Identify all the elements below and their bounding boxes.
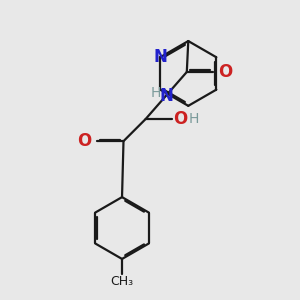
- Text: O: O: [219, 63, 233, 81]
- Text: O: O: [77, 132, 92, 150]
- Text: H: H: [151, 85, 161, 100]
- Text: CH₃: CH₃: [110, 275, 134, 288]
- Text: H: H: [188, 112, 199, 126]
- Text: N: N: [159, 86, 173, 104]
- Text: N: N: [153, 48, 167, 66]
- Text: O: O: [174, 110, 188, 128]
